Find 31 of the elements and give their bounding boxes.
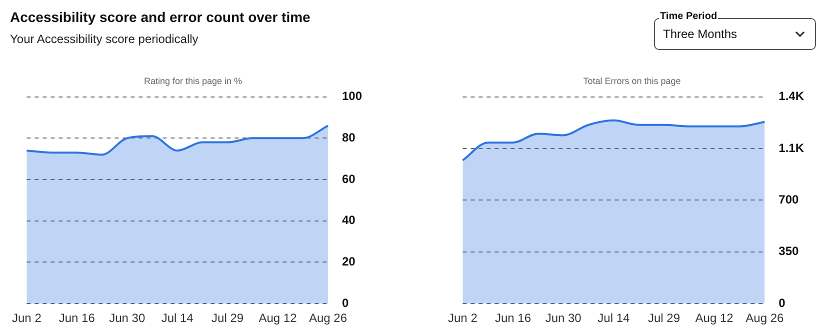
chart-title: Rating for this page in % <box>144 76 242 86</box>
x-tick-label: Aug 26 <box>308 311 348 326</box>
y-tick-label: 80 <box>342 130 356 144</box>
text: Accessibility score and error count over time <box>10 9 310 25</box>
x-tick-label: Jun 16 <box>494 311 532 326</box>
chart-title: Total Errors on this page <box>583 76 681 86</box>
x-tick-label: Aug 12 <box>695 311 734 326</box>
x-tick-label: Jun 2 <box>12 311 42 326</box>
y-tick-label: 40 <box>342 213 356 228</box>
text: Time Period <box>659 11 718 23</box>
y-tick-label: 20 <box>342 254 356 269</box>
y-tick-label: 1.4K <box>778 89 804 104</box>
x-tick-label: Aug 12 <box>258 311 298 326</box>
text: Your Accessibility score periodically <box>10 32 198 46</box>
x-tick-label: Jun 16 <box>58 311 96 326</box>
y-tick-label: 100 <box>342 89 362 104</box>
y-tick-label: 60 <box>342 172 356 186</box>
y-tick-label: 0 <box>342 296 349 310</box>
y-tick-label: 350 <box>778 244 799 258</box>
y-tick-label: 1.1K <box>778 140 804 155</box>
x-tick-label: Jun 30 <box>109 311 146 326</box>
x-tick-label: Jul 29 <box>648 311 680 326</box>
x-tick-label: Aug 26 <box>746 311 784 326</box>
x-tick-label: Jul 14 <box>598 311 630 326</box>
y-tick-label: 0 <box>778 296 786 310</box>
x-tick-label: Jul 14 <box>161 311 194 326</box>
x-tick-label: Jun 2 <box>448 311 478 326</box>
text: Three Months <box>663 27 738 41</box>
x-tick-label: Jul 29 <box>212 311 244 326</box>
x-tick-label: Jun 30 <box>545 311 582 326</box>
y-tick-label: 700 <box>778 192 799 207</box>
